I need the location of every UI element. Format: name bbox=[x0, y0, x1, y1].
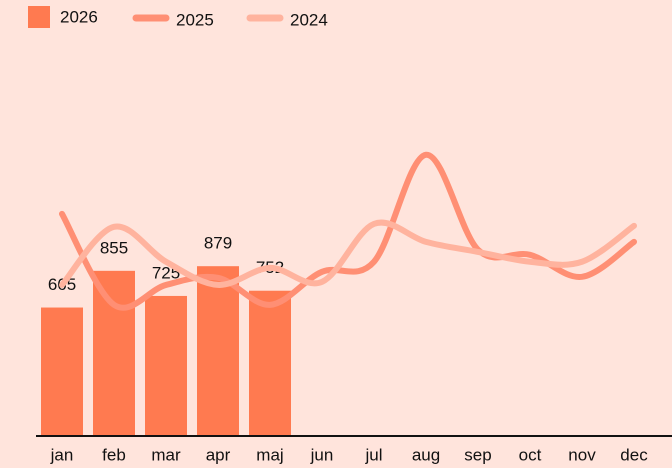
x-tick-label: nov bbox=[568, 445, 596, 464]
legend-label: 2025 bbox=[176, 10, 214, 29]
legend-swatch bbox=[28, 6, 50, 28]
x-tick-label: jun bbox=[310, 445, 334, 464]
x-tick-label: oct bbox=[519, 445, 542, 464]
bar bbox=[145, 295, 187, 436]
bar bbox=[249, 290, 291, 436]
x-tick-label: maj bbox=[256, 445, 283, 464]
x-tick-label: sep bbox=[464, 445, 491, 464]
bar bbox=[197, 266, 239, 436]
x-tick-label: mar bbox=[151, 445, 181, 464]
data-label: 879 bbox=[204, 234, 232, 253]
x-tick-label: feb bbox=[102, 445, 126, 464]
legend-label: 2024 bbox=[290, 10, 328, 29]
data-label: 855 bbox=[100, 238, 128, 257]
x-tick-label: apr bbox=[206, 445, 231, 464]
x-tick-label: aug bbox=[412, 445, 440, 464]
x-tick-label: jan bbox=[50, 445, 74, 464]
line bbox=[59, 151, 637, 311]
x-tick-label: dec bbox=[620, 445, 648, 464]
line bbox=[59, 219, 637, 288]
bar bbox=[41, 307, 83, 436]
bar bbox=[93, 270, 135, 436]
x-tick-label: jul bbox=[364, 445, 382, 464]
legend-label: 2026 bbox=[60, 7, 98, 26]
